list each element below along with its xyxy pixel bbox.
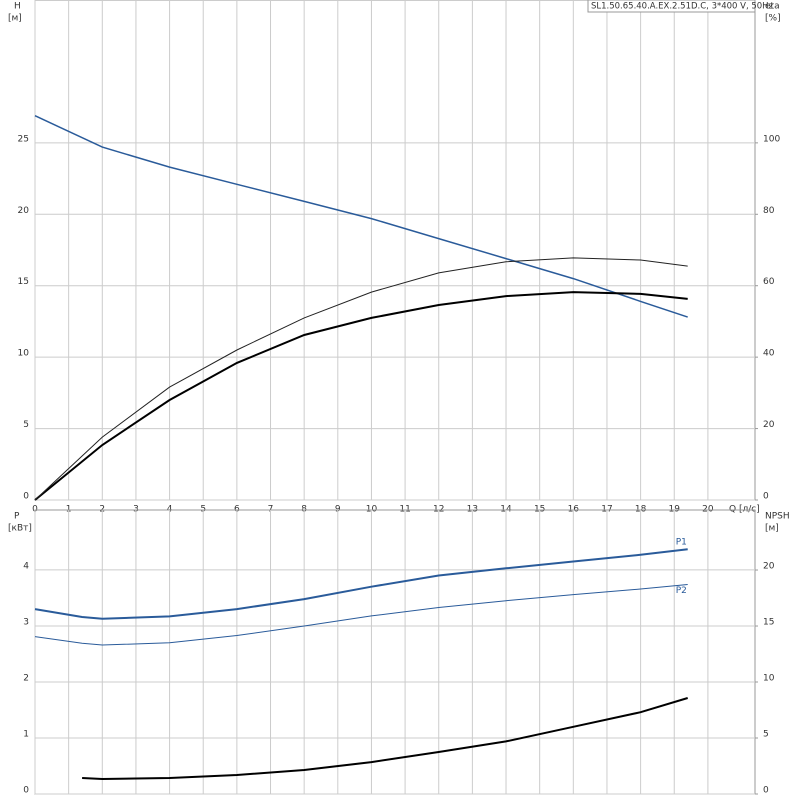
y-axis-unit: [кВт] [8, 524, 32, 534]
plot-area [34, 509, 756, 795]
y2-tick-label: 0 [763, 786, 769, 796]
series-line [34, 291, 688, 501]
y-tick-label: 0 [23, 492, 29, 502]
series-label: P1 [676, 538, 687, 548]
y-axis-label: P [14, 512, 20, 522]
y-tick-label: 4 [23, 561, 29, 571]
y2-tick-label: 60 [763, 277, 775, 287]
y2-axis-label: NPSH [765, 512, 790, 522]
y2-tick-label: 20 [763, 420, 775, 430]
y-tick-label: 20 [18, 206, 30, 216]
y2-tick-label: 100 [763, 134, 780, 144]
series-line [82, 697, 688, 781]
plot-area [34, 0, 756, 501]
y2-tick-label: 80 [763, 206, 775, 216]
y-tick-label: 10 [18, 349, 30, 359]
series-label: P2 [676, 586, 687, 596]
y-tick-label: 1 [23, 729, 29, 739]
y-tick-label: 15 [18, 277, 29, 287]
series-line [34, 115, 688, 318]
y-axis-label: H [14, 2, 21, 12]
y2-tick-label: 10 [763, 674, 775, 684]
y2-tick-label: 40 [763, 349, 775, 359]
y-tick-label: 3 [23, 617, 29, 627]
y-tick-label: 0 [23, 786, 29, 796]
y-axis-unit: [м] [8, 14, 22, 24]
title-box [587, 0, 756, 13]
series-line [34, 257, 688, 501]
y2-tick-label: 0 [763, 492, 769, 502]
y2-axis-label: eta [765, 2, 780, 12]
y2-axis-unit: [%] [765, 14, 781, 24]
y2-axis-unit: [м] [765, 524, 779, 534]
y2-tick-label: 5 [763, 730, 769, 740]
y2-tick-label: 20 [763, 562, 775, 572]
series-line [34, 548, 688, 620]
y2-tick-label: 15 [763, 618, 774, 628]
y-tick-label: 25 [18, 134, 29, 144]
y-tick-label: 5 [23, 420, 29, 430]
y-tick-label: 2 [23, 673, 29, 683]
series-line [34, 584, 688, 646]
chart-title: SL1.50.65.40.A.EX.2.51D.C, 3*400 V, 50Hz [591, 2, 774, 12]
